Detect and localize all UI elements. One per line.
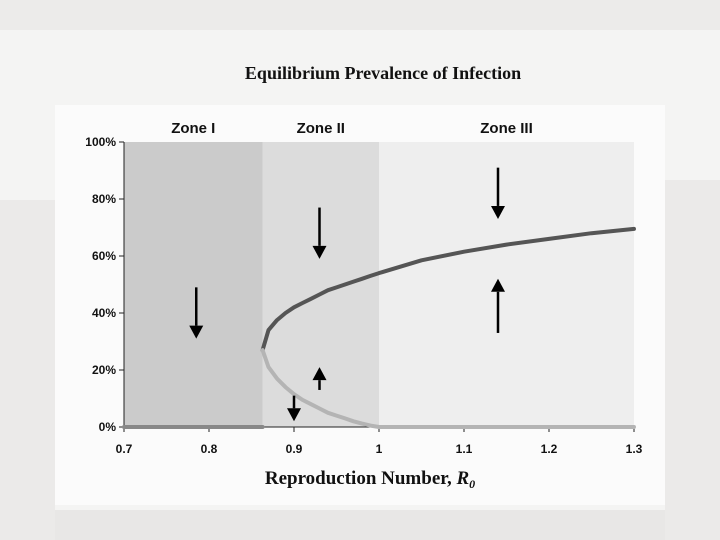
x-axis-ticks: 0.7 0.8 0.9 1 1.1 1.2 1.3 — [116, 427, 643, 456]
y-tick-label: 100% — [85, 135, 116, 149]
x-tick-label: 0.7 — [116, 442, 133, 456]
x-tick-label: 1 — [376, 442, 383, 456]
y-tick-label: 80% — [92, 192, 116, 206]
x-axis-label-text: Reproduction Number, — [265, 468, 457, 489]
arrow-down-icon — [287, 408, 301, 422]
y-tick-label: 0% — [99, 420, 117, 434]
x-tick-label: 0.8 — [201, 442, 218, 456]
arrow-up-icon — [491, 278, 505, 292]
series-line-1 — [260, 226, 636, 353]
series-lines — [122, 226, 636, 429]
arrow-down-icon — [312, 245, 327, 259]
y-axis-ticks: 0% 20% 40% 60% 80% 100% — [85, 135, 124, 434]
x-axis-label-symbol: R — [455, 468, 469, 489]
zone-labels: Zone I Zone II Zone III — [171, 120, 533, 137]
y-tick-label: 60% — [92, 249, 116, 263]
arrow-down-icon — [491, 205, 505, 219]
x-tick-label: 0.9 — [286, 442, 303, 456]
x-tick-label: 1.3 — [626, 442, 643, 456]
arrow-down-icon — [189, 325, 204, 339]
zone-band-1 — [124, 142, 263, 427]
zone-band-3 — [379, 142, 634, 427]
y-tick-label: 40% — [92, 306, 116, 320]
chart-title: Equilibrium Prevalence of Infection — [245, 63, 521, 83]
zone-label-3: Zone III — [480, 120, 533, 137]
zone-bands — [124, 142, 634, 427]
x-axis-label: Reproduction Number, R0 — [265, 468, 475, 491]
zone-label-1: Zone I — [171, 120, 215, 137]
x-tick-label: 1.1 — [456, 442, 473, 456]
y-tick-label: 20% — [92, 363, 116, 377]
x-tick-label: 1.2 — [541, 442, 558, 456]
zone-label-2: Zone II — [297, 120, 345, 137]
x-axis-label-subscript: 0 — [469, 477, 475, 491]
arrow-up-icon — [312, 367, 327, 381]
flow-arrows — [189, 167, 505, 422]
series-line-2 — [260, 348, 636, 429]
